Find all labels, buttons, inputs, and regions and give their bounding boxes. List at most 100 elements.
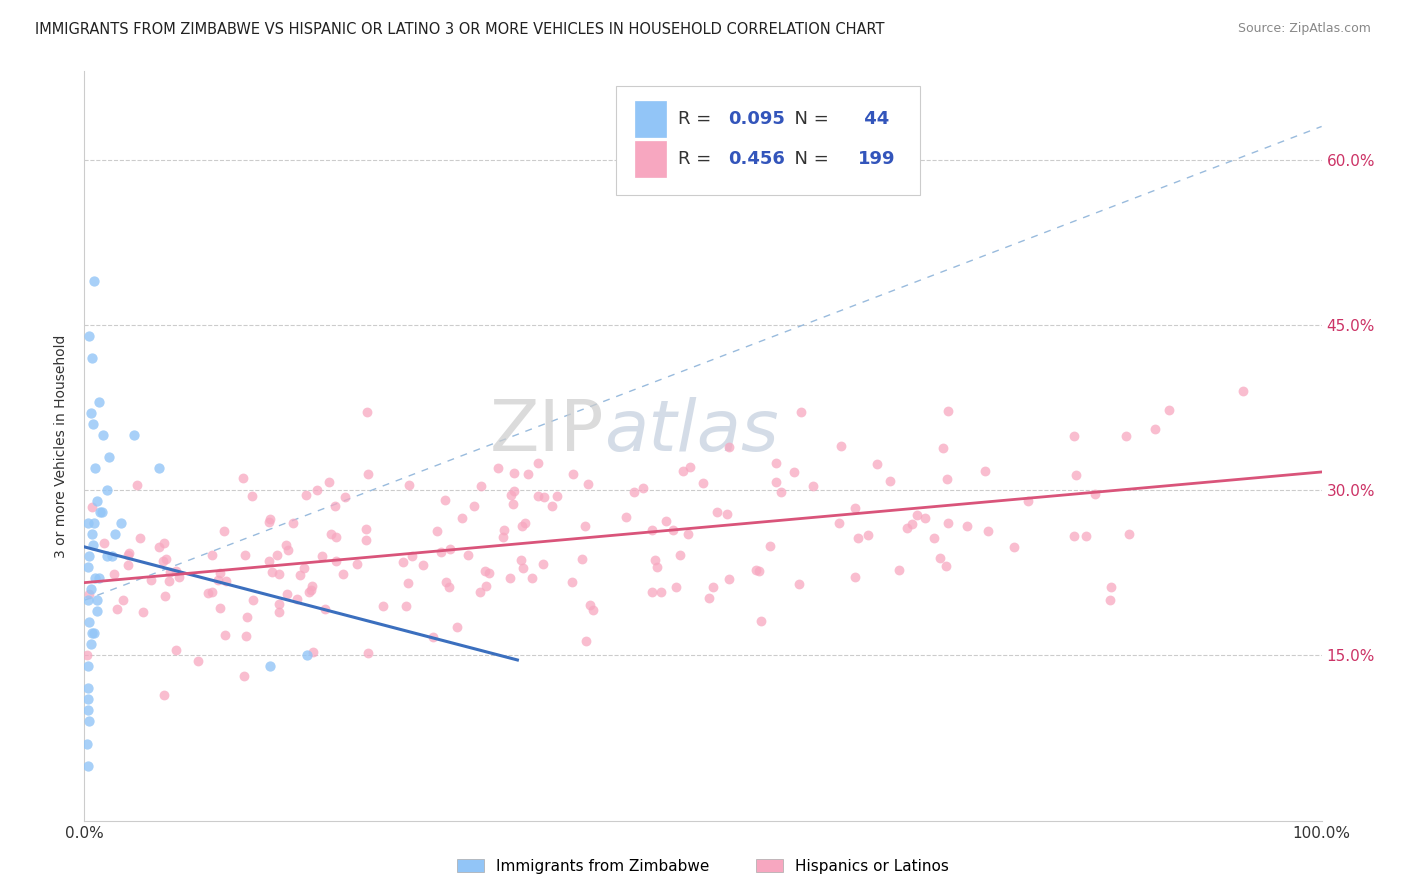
Text: 44: 44 bbox=[858, 110, 889, 128]
Point bbox=[212, 524, 235, 538]
Point bbox=[866, 457, 889, 471]
Point bbox=[844, 501, 866, 516]
Point bbox=[80, 527, 103, 541]
Point bbox=[76, 648, 98, 662]
Point bbox=[499, 570, 522, 584]
Point bbox=[451, 510, 474, 524]
Point bbox=[86, 604, 108, 618]
Point bbox=[502, 483, 524, 498]
Point bbox=[325, 530, 347, 544]
Point bbox=[103, 567, 125, 582]
Point bbox=[83, 516, 105, 530]
Point bbox=[201, 548, 224, 562]
Point bbox=[79, 328, 101, 343]
Point bbox=[77, 516, 100, 530]
Point bbox=[152, 535, 174, 549]
Point bbox=[86, 593, 108, 607]
Point bbox=[197, 585, 219, 599]
Point bbox=[935, 558, 957, 573]
Point bbox=[887, 564, 910, 578]
Point bbox=[716, 507, 738, 521]
Point bbox=[446, 620, 468, 634]
Point bbox=[492, 524, 515, 538]
Point bbox=[98, 450, 121, 464]
Point bbox=[132, 605, 155, 619]
Point bbox=[879, 474, 901, 488]
Point bbox=[152, 554, 174, 568]
Point bbox=[765, 456, 787, 470]
Bar bbox=[636, 101, 666, 136]
Point bbox=[905, 508, 928, 522]
Point bbox=[77, 758, 100, 772]
Point bbox=[914, 510, 936, 524]
FancyBboxPatch shape bbox=[616, 87, 920, 195]
Point bbox=[669, 549, 692, 563]
Point bbox=[790, 405, 813, 419]
Point bbox=[292, 561, 315, 575]
Text: atlas: atlas bbox=[605, 397, 779, 466]
Point bbox=[165, 643, 187, 657]
Point bbox=[117, 558, 139, 573]
Point bbox=[301, 579, 323, 593]
Point bbox=[266, 548, 288, 562]
Bar bbox=[636, 141, 666, 177]
Point bbox=[77, 593, 100, 607]
Point bbox=[936, 516, 959, 530]
Text: N =: N = bbox=[783, 110, 835, 128]
Point bbox=[96, 483, 118, 497]
Point bbox=[1017, 493, 1039, 508]
Point bbox=[233, 549, 256, 563]
Point bbox=[510, 553, 533, 567]
Point bbox=[439, 542, 461, 557]
Point bbox=[1063, 428, 1085, 442]
Point bbox=[562, 467, 585, 481]
Point bbox=[692, 476, 714, 491]
Point bbox=[259, 511, 281, 525]
Point bbox=[110, 516, 132, 530]
Point bbox=[167, 570, 190, 584]
Point bbox=[84, 461, 107, 475]
Point bbox=[79, 406, 101, 420]
Point bbox=[117, 549, 139, 563]
Text: R =: R = bbox=[678, 150, 717, 168]
Point bbox=[159, 565, 181, 579]
Point bbox=[371, 599, 394, 613]
Point bbox=[104, 527, 127, 541]
Point bbox=[333, 490, 356, 504]
Point bbox=[977, 524, 1000, 538]
Point bbox=[276, 538, 298, 552]
Point bbox=[931, 441, 953, 455]
Point bbox=[527, 456, 550, 470]
Point bbox=[576, 477, 599, 491]
Point bbox=[89, 395, 111, 409]
Point bbox=[463, 499, 485, 513]
Point bbox=[457, 549, 479, 563]
Point bbox=[396, 576, 419, 591]
Point bbox=[257, 553, 280, 567]
Point bbox=[321, 527, 343, 541]
Point bbox=[148, 461, 170, 475]
Y-axis label: 3 or more Vehicles in Household: 3 or more Vehicles in Household bbox=[55, 334, 69, 558]
Point bbox=[242, 593, 264, 607]
Point bbox=[299, 582, 322, 597]
Point bbox=[929, 551, 952, 566]
Point bbox=[83, 626, 105, 640]
Point bbox=[527, 489, 550, 503]
Point bbox=[82, 538, 104, 552]
Point bbox=[96, 549, 118, 564]
Point bbox=[332, 567, 354, 582]
Point bbox=[856, 527, 879, 541]
Point bbox=[79, 637, 101, 651]
Point bbox=[77, 703, 100, 717]
Point bbox=[1143, 422, 1166, 436]
Point bbox=[896, 520, 918, 534]
Point bbox=[422, 630, 444, 644]
Point bbox=[900, 517, 922, 532]
Point bbox=[1118, 527, 1140, 541]
Point bbox=[302, 645, 325, 659]
Point bbox=[298, 585, 321, 599]
Point bbox=[354, 522, 377, 536]
Point bbox=[91, 428, 114, 442]
Point bbox=[922, 531, 945, 545]
Point bbox=[401, 549, 423, 564]
